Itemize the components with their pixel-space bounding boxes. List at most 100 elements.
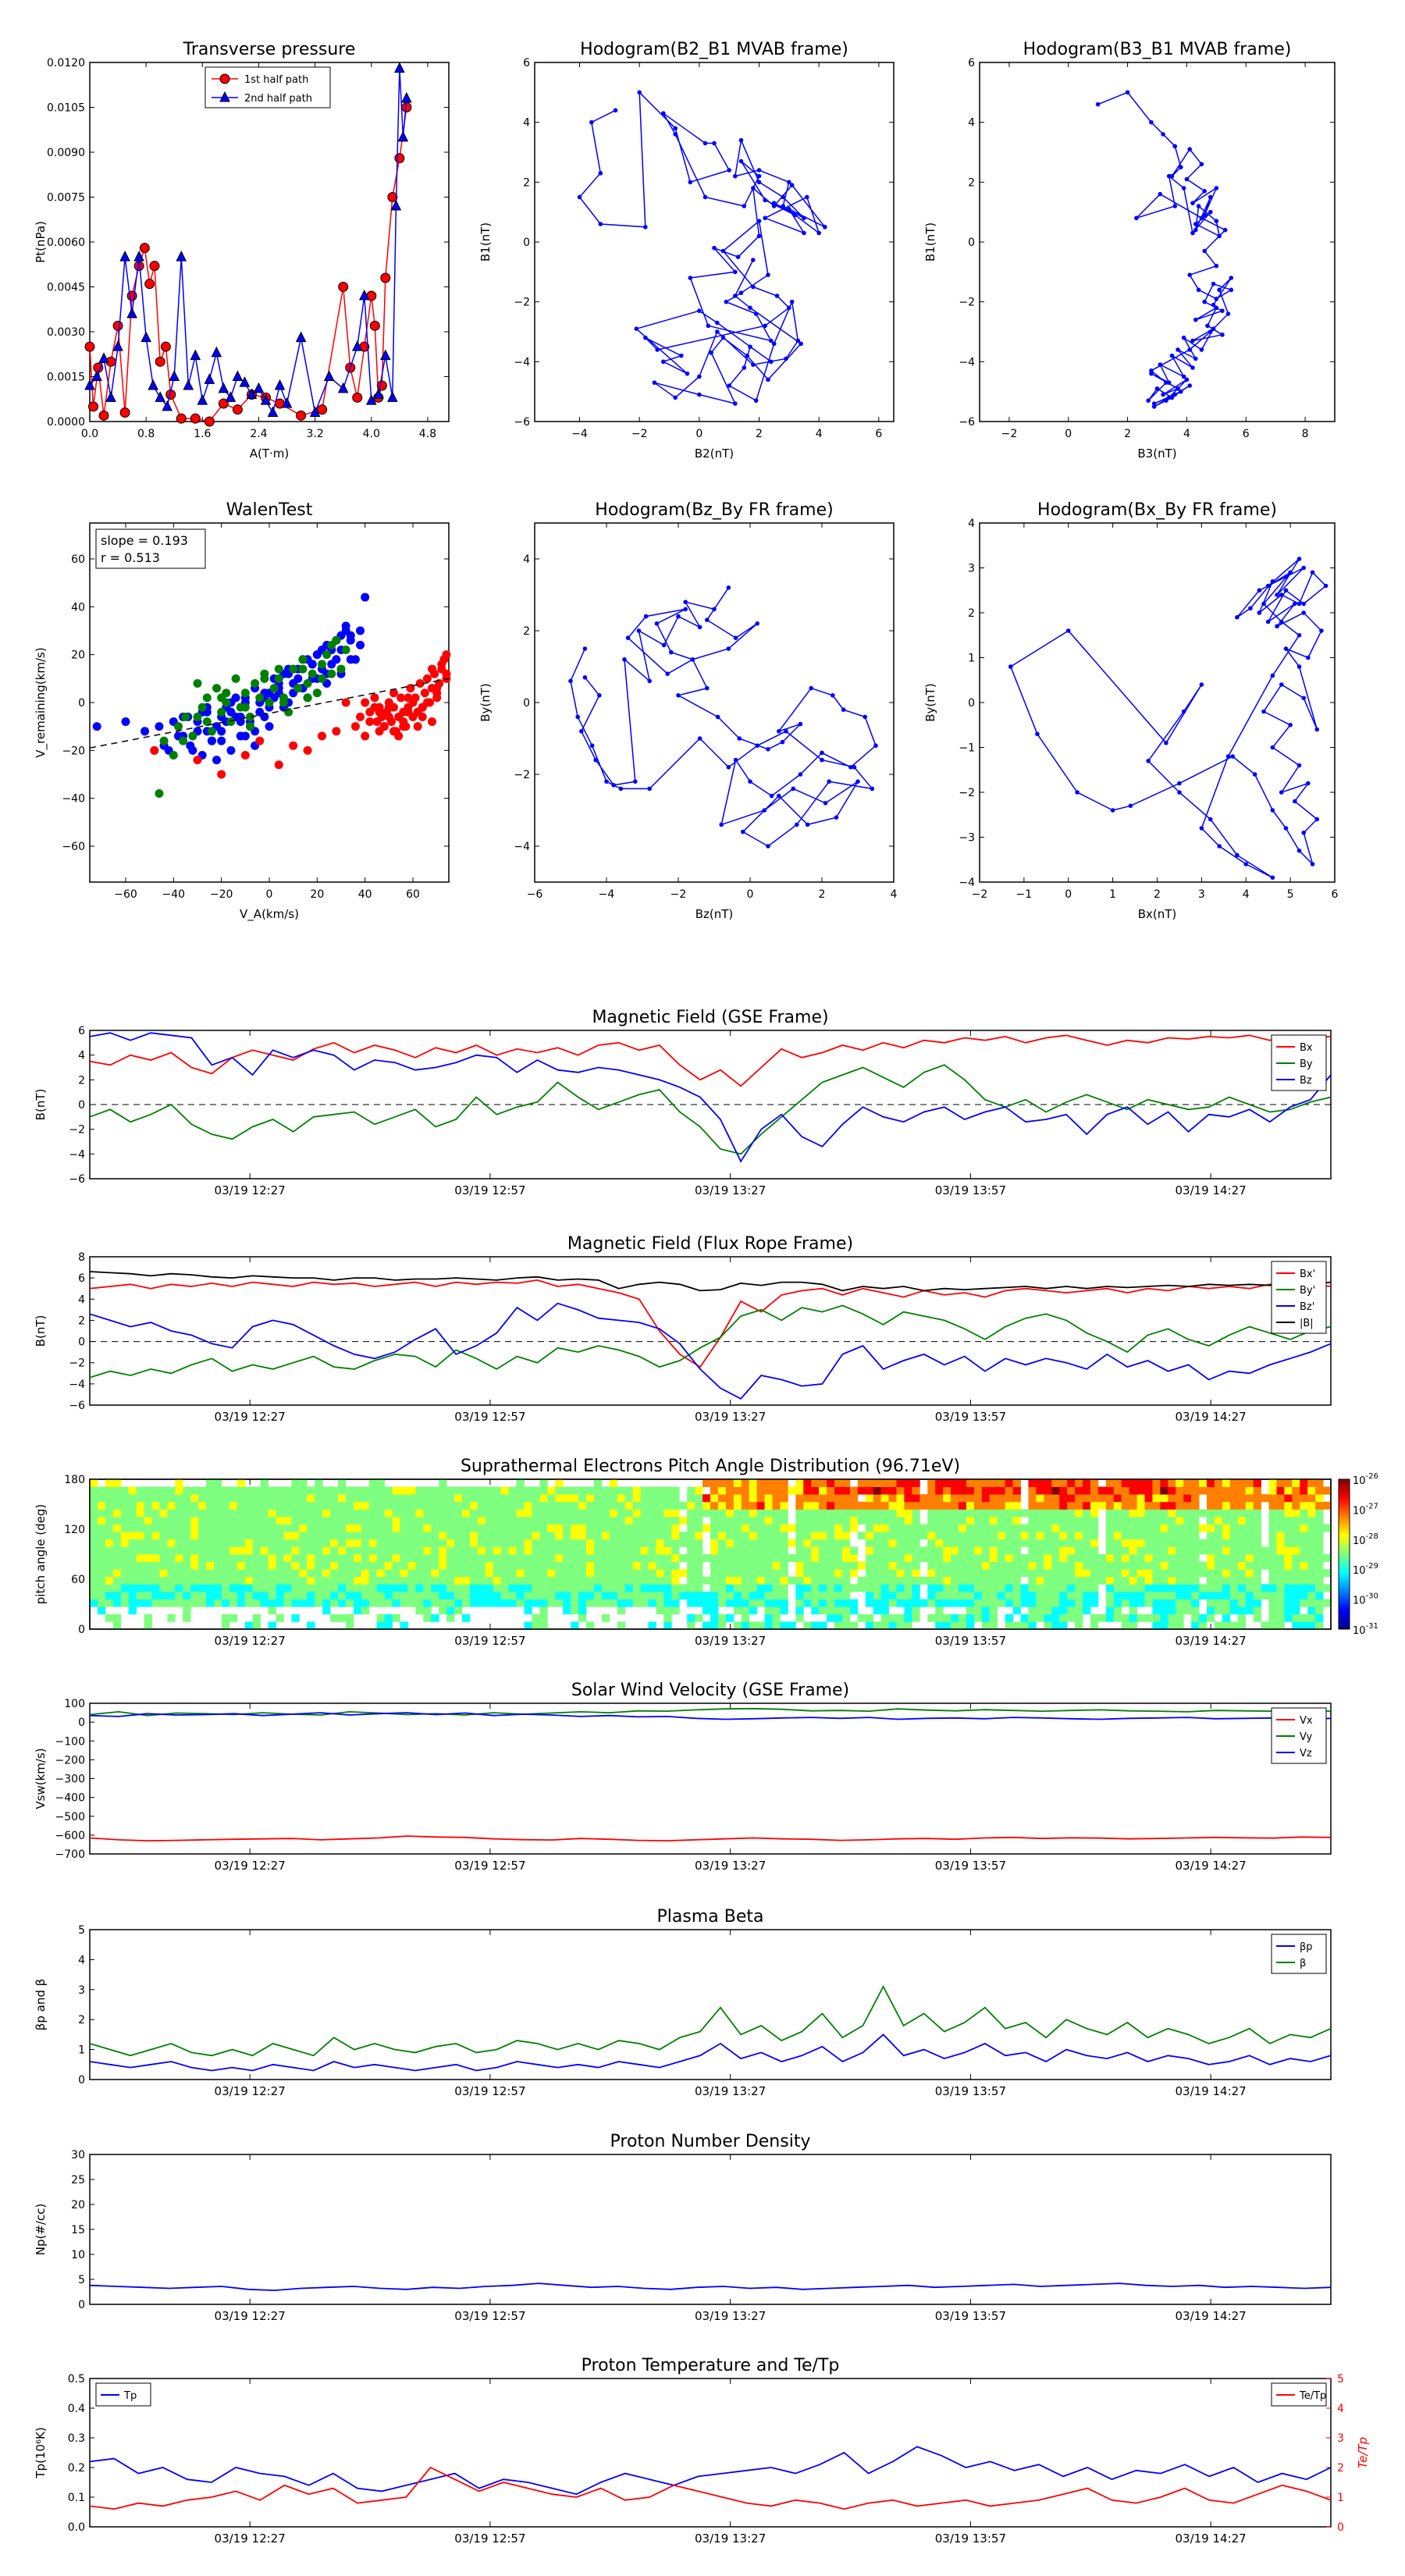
heatmap-cell bbox=[648, 1509, 656, 1517]
heatmap-cell bbox=[1183, 1546, 1192, 1555]
heatmap-cell bbox=[1067, 1524, 1076, 1532]
heatmap-cell bbox=[183, 1576, 191, 1585]
heatmap-cell bbox=[1168, 1501, 1176, 1510]
heatmap-cell bbox=[795, 1517, 804, 1525]
heatmap-cell bbox=[695, 1524, 703, 1532]
heatmap-cell bbox=[593, 1584, 603, 1592]
heatmap-cell bbox=[788, 1554, 796, 1562]
heatmap-cell bbox=[136, 1561, 144, 1570]
heatmap-cell bbox=[710, 1509, 719, 1517]
heatmap-cell bbox=[260, 1592, 269, 1599]
heatmap-cell bbox=[1199, 1584, 1208, 1592]
heatmap-cell bbox=[1222, 1494, 1231, 1503]
heatmap-cell bbox=[268, 1486, 276, 1495]
heatmap-cell bbox=[1276, 1592, 1285, 1599]
heatmap-cell bbox=[981, 1592, 991, 1599]
heatmap-cell bbox=[981, 1524, 991, 1532]
heatmap-cell bbox=[221, 1509, 230, 1517]
heatmap-cell bbox=[1044, 1561, 1052, 1570]
heatmap-cell bbox=[834, 1569, 843, 1578]
data-point bbox=[766, 747, 770, 752]
chart-bfr: Magnetic Field (Flux Rope Frame)03/19 12… bbox=[34, 1234, 1332, 1424]
data-point bbox=[1202, 248, 1207, 254]
data-point bbox=[1283, 575, 1289, 579]
heatmap-cell bbox=[1261, 1561, 1269, 1570]
heatmap-cell bbox=[1214, 1606, 1223, 1615]
data-point bbox=[1125, 90, 1130, 95]
heatmap-cell bbox=[1229, 1517, 1239, 1525]
heatmap-cell bbox=[1051, 1606, 1060, 1615]
heatmap-cell bbox=[1067, 1494, 1076, 1503]
heatmap-cell bbox=[1105, 1539, 1115, 1547]
data-point bbox=[636, 628, 642, 633]
data-point bbox=[756, 180, 762, 185]
scatter-point bbox=[245, 722, 254, 731]
heatmap-cell bbox=[959, 1486, 967, 1495]
heatmap-cell bbox=[439, 1532, 447, 1540]
heatmap-cell bbox=[120, 1584, 130, 1592]
y-tick-label: 0 bbox=[78, 1717, 85, 1729]
data-point bbox=[715, 714, 720, 720]
heatmap-cell bbox=[175, 1546, 183, 1555]
heatmap-cell bbox=[307, 1532, 315, 1540]
data-point bbox=[582, 646, 588, 651]
heatmap-cell bbox=[624, 1494, 634, 1503]
heatmap-cell bbox=[1121, 1546, 1130, 1555]
heatmap-cell bbox=[896, 1517, 905, 1525]
heatmap-cell bbox=[368, 1494, 378, 1503]
heatmap-cell bbox=[462, 1576, 471, 1585]
heatmap-cell bbox=[353, 1592, 362, 1599]
y-tick-label: 0 bbox=[78, 1336, 85, 1349]
legend-label: By' bbox=[1300, 1285, 1315, 1297]
data-point bbox=[1146, 398, 1151, 403]
data-point bbox=[155, 356, 165, 367]
heatmap-cell bbox=[811, 1539, 820, 1547]
heatmap-cell bbox=[927, 1599, 936, 1607]
heatmap-cell bbox=[563, 1501, 571, 1510]
data-point bbox=[1217, 844, 1222, 849]
heatmap-cell bbox=[1292, 1569, 1300, 1578]
heatmap-cell bbox=[338, 1532, 347, 1540]
heatmap-cell bbox=[733, 1524, 742, 1532]
heatmap-cell bbox=[198, 1539, 207, 1547]
heatmap-cell bbox=[593, 1501, 603, 1510]
scatter-point bbox=[226, 707, 236, 717]
x-tick-label: 6 bbox=[875, 428, 882, 440]
heatmap-cell bbox=[439, 1584, 447, 1592]
heatmap-cell bbox=[1059, 1592, 1068, 1599]
heatmap-cell bbox=[237, 1479, 246, 1487]
heatmap-cell bbox=[780, 1599, 788, 1607]
heatmap-cell bbox=[888, 1509, 897, 1517]
heatmap-cell bbox=[392, 1584, 400, 1592]
heatmap-cell bbox=[687, 1592, 695, 1599]
heatmap-cell bbox=[283, 1576, 292, 1585]
heatmap-cell bbox=[1315, 1569, 1324, 1578]
heatmap-cell bbox=[617, 1569, 626, 1578]
legend-label: Vy bbox=[1300, 1731, 1313, 1743]
heatmap-cell bbox=[795, 1539, 804, 1547]
heatmap-cell bbox=[299, 1486, 308, 1495]
scatter-point bbox=[265, 698, 274, 707]
heatmap-cell bbox=[827, 1584, 835, 1592]
heatmap-cell bbox=[1083, 1599, 1091, 1607]
y-tick-label: −500 bbox=[55, 1811, 85, 1823]
legend-label: 2nd half path bbox=[244, 93, 312, 105]
heatmap-cell bbox=[904, 1569, 912, 1578]
scatter-point bbox=[289, 664, 298, 674]
x-tick-label: 03/19 14:27 bbox=[1176, 2084, 1247, 2098]
heatmap-cell bbox=[795, 1599, 804, 1607]
heatmap-cell bbox=[780, 1501, 788, 1510]
heatmap-cell bbox=[1160, 1614, 1168, 1622]
heatmap-cell bbox=[345, 1517, 354, 1525]
heatmap-cell bbox=[338, 1584, 347, 1592]
heatmap-cell bbox=[1229, 1606, 1239, 1615]
heatmap-cell bbox=[1012, 1592, 1021, 1599]
heatmap-cell bbox=[368, 1554, 378, 1562]
x-tick-label: 03/19 12:27 bbox=[215, 2084, 286, 2098]
heatmap-cell bbox=[741, 1517, 750, 1525]
data-point bbox=[1161, 132, 1165, 137]
heatmap-cell bbox=[888, 1479, 897, 1487]
data-point bbox=[683, 600, 688, 604]
heatmap-cell bbox=[593, 1561, 603, 1570]
heatmap-cell bbox=[1075, 1517, 1083, 1525]
